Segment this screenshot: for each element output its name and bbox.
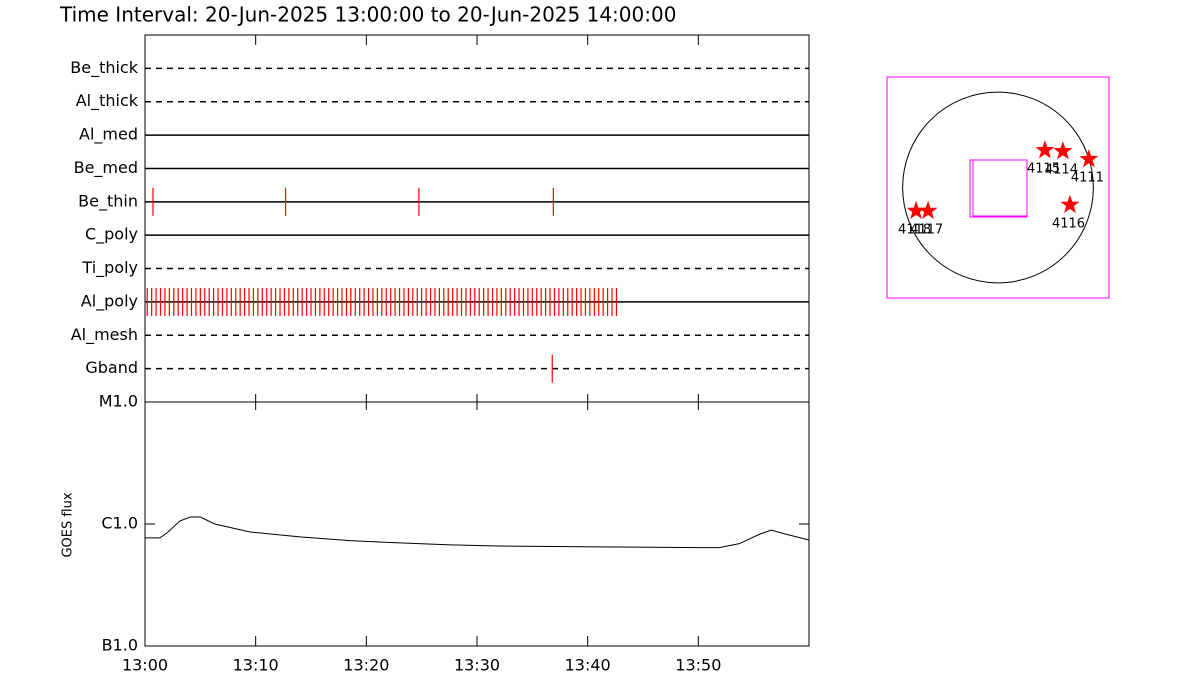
- x-tick-label: 13:40: [565, 656, 611, 675]
- region-star: [1060, 194, 1080, 213]
- goes-curve: [145, 516, 810, 549]
- row-label: Gband: [85, 358, 138, 377]
- region-label: 4115: [1027, 162, 1060, 177]
- row-label: Be_thin: [78, 191, 138, 211]
- y-tick-label: M1.0: [99, 392, 138, 411]
- region-star: [906, 200, 926, 219]
- region-star: [1035, 140, 1055, 159]
- title: Time Interval: 20-Jun-2025 13:00:00 to 2…: [59, 3, 676, 27]
- region-star: [1079, 149, 1099, 168]
- region-label: 4114: [1045, 163, 1078, 178]
- row-label: Al_med: [79, 125, 138, 145]
- row-label: C_poly: [85, 225, 138, 245]
- region-label: 4118: [898, 222, 931, 237]
- goes-frame: [144, 401, 810, 647]
- x-tick-label: 13:50: [675, 656, 721, 675]
- x-tick-label: 13:20: [343, 656, 389, 675]
- solar-disk: [902, 91, 1094, 284]
- row-label: Al_mesh: [71, 325, 138, 345]
- row-label: Be_med: [74, 158, 138, 178]
- map-frame: [886, 76, 1110, 299]
- region-label: 4111: [1071, 171, 1104, 186]
- row-label: Al_poly: [81, 291, 138, 311]
- region-label: 4117: [910, 222, 943, 237]
- x-tick-label: 13:10: [233, 656, 279, 675]
- y-axis-label: GOES flux: [61, 492, 76, 557]
- x-tick-label: 13:30: [454, 656, 500, 675]
- region-label: 4116: [1052, 216, 1085, 231]
- y-tick-label: B1.0: [102, 636, 138, 655]
- row-label: Ti_poly: [81, 258, 138, 278]
- region-star: [1053, 141, 1073, 160]
- fov-box: [969, 159, 1028, 218]
- fov-box: [972, 159, 1028, 217]
- row-label: Al_thick: [76, 91, 139, 111]
- y-tick-label: C1.0: [101, 514, 138, 533]
- timeline-frame: [144, 34, 810, 403]
- region-star: [918, 200, 938, 219]
- row-label: Be_thick: [70, 58, 138, 78]
- x-tick-label: 13:00: [122, 656, 168, 675]
